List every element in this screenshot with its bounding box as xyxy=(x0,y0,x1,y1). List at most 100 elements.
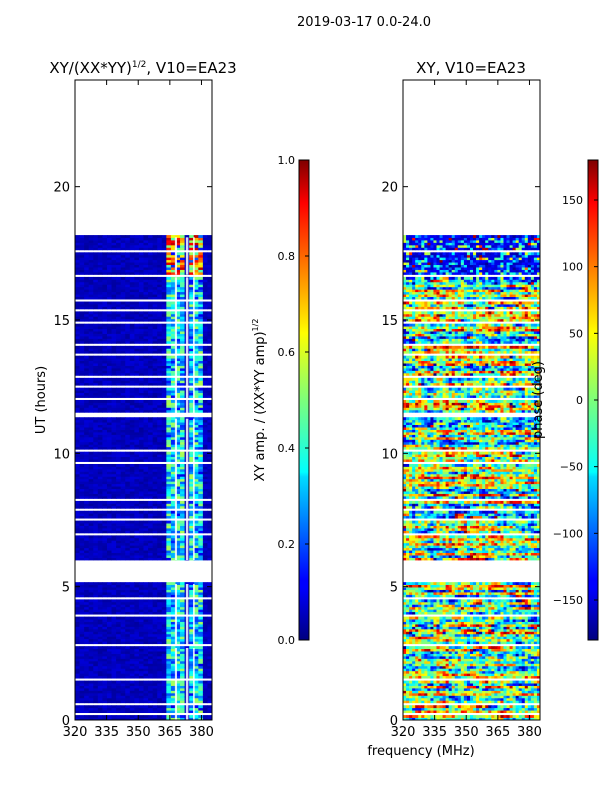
amplitude-cell xyxy=(198,471,203,474)
amplitude-cell xyxy=(148,471,153,474)
amplitude-cell xyxy=(134,311,139,314)
amplitude-cell xyxy=(148,626,153,629)
amplitude-cell xyxy=(157,265,162,268)
amplitude-cell xyxy=(180,489,185,492)
amplitude-cell xyxy=(180,326,185,329)
amplitude-cell xyxy=(80,708,85,711)
amplitude-cell xyxy=(93,292,98,295)
amplitude-cell xyxy=(166,459,171,462)
amplitude-cell xyxy=(130,257,135,260)
amplitude-cell xyxy=(157,390,162,393)
amplitude-cell xyxy=(84,585,89,588)
amplitude-cell xyxy=(89,267,94,270)
amplitude-cell xyxy=(112,390,117,393)
amplitude-cell xyxy=(84,489,89,492)
amplitude-cell xyxy=(125,471,130,474)
amplitude-cell xyxy=(84,641,89,644)
amplitude-cell xyxy=(157,326,162,329)
amplitude-cell xyxy=(144,388,149,391)
amplitude-cell xyxy=(153,695,158,698)
amplitude-cell xyxy=(112,279,117,282)
amplitude-cell xyxy=(144,306,149,309)
amplitude-cell xyxy=(144,631,149,634)
amplitude-cell xyxy=(134,351,139,354)
amplitude-cell xyxy=(121,656,126,659)
amplitude-cell xyxy=(198,434,203,437)
amplitude-cell xyxy=(98,710,103,713)
amplitude-cell xyxy=(112,489,117,492)
amplitude-cell xyxy=(180,530,185,533)
amplitude-cell xyxy=(93,700,98,703)
amplitude-cell xyxy=(98,663,103,666)
amplitude-cell xyxy=(134,329,139,332)
amplitude-cell xyxy=(112,444,117,447)
amplitude-cell xyxy=(75,407,80,410)
amplitude-cell xyxy=(130,690,135,693)
amplitude-cell xyxy=(98,434,103,437)
amplitude-cell xyxy=(144,511,149,514)
amplitude-cell xyxy=(125,358,130,361)
amplitude-cell xyxy=(130,607,135,610)
amplitude-cell xyxy=(134,587,139,590)
amplitude-cell xyxy=(75,410,80,413)
amplitude-cell xyxy=(157,247,162,250)
amplitude-cell xyxy=(198,609,203,612)
amplitude-cell xyxy=(157,530,162,533)
amplitude-cell xyxy=(121,479,126,482)
amplitude-cell xyxy=(102,501,107,504)
amplitude-cell xyxy=(84,368,89,371)
amplitude-cell xyxy=(93,506,98,509)
amplitude-cell xyxy=(89,324,94,327)
amplitude-cell xyxy=(93,553,98,556)
amplitude-cell xyxy=(125,553,130,556)
amplitude-cell xyxy=(102,631,107,634)
amplitude-cell xyxy=(121,690,126,693)
amplitude-cell xyxy=(198,348,203,351)
amplitude-cell xyxy=(80,336,85,339)
amplitude-cell xyxy=(166,284,171,287)
amplitude-cell xyxy=(139,304,144,307)
amplitude-cell xyxy=(130,270,135,273)
amplitude-cell xyxy=(144,636,149,639)
amplitude-cell xyxy=(162,715,167,718)
amplitude-cell xyxy=(116,292,121,295)
amplitude-cell xyxy=(89,319,94,322)
amplitude-cell xyxy=(102,319,107,322)
amplitude-cell xyxy=(107,407,112,410)
amplitude-cell xyxy=(112,334,117,337)
amplitude-cell xyxy=(198,260,203,263)
amplitude-cell xyxy=(180,366,185,369)
amplitude-cell xyxy=(198,671,203,674)
amplitude-cell xyxy=(102,506,107,509)
amplitude-cell xyxy=(112,338,117,341)
amplitude-cell xyxy=(148,267,153,270)
amplitude-cell xyxy=(134,454,139,457)
amplitude-cell xyxy=(84,319,89,322)
amplitude-cell xyxy=(98,612,103,615)
amplitude-cell xyxy=(180,439,185,442)
amplitude-cell xyxy=(75,383,80,386)
amplitude-cell xyxy=(112,378,117,381)
amplitude-cell xyxy=(98,314,103,317)
amplitude-cell xyxy=(139,348,144,351)
amplitude-cell xyxy=(84,526,89,529)
amplitude-cell xyxy=(112,646,117,649)
amplitude-cell xyxy=(80,543,85,546)
amplitude-cell xyxy=(107,626,112,629)
amplitude-cell xyxy=(84,708,89,711)
amplitude-cell xyxy=(166,705,171,708)
phase-rows xyxy=(403,235,540,720)
amplitude-cell xyxy=(98,698,103,701)
amplitude-cell xyxy=(93,654,98,657)
amplitude-cell xyxy=(134,434,139,437)
amplitude-cell xyxy=(139,338,144,341)
amplitude-cell xyxy=(130,481,135,484)
amplitude-cell xyxy=(125,649,130,652)
amplitude-cell xyxy=(166,287,171,290)
amplitude-cell xyxy=(144,326,149,329)
amplitude-cell xyxy=(157,607,162,610)
amplitude-cell xyxy=(89,528,94,531)
amplitude-cell xyxy=(107,242,112,245)
amplitude-cell xyxy=(102,582,107,585)
amplitude-cell xyxy=(162,710,167,713)
